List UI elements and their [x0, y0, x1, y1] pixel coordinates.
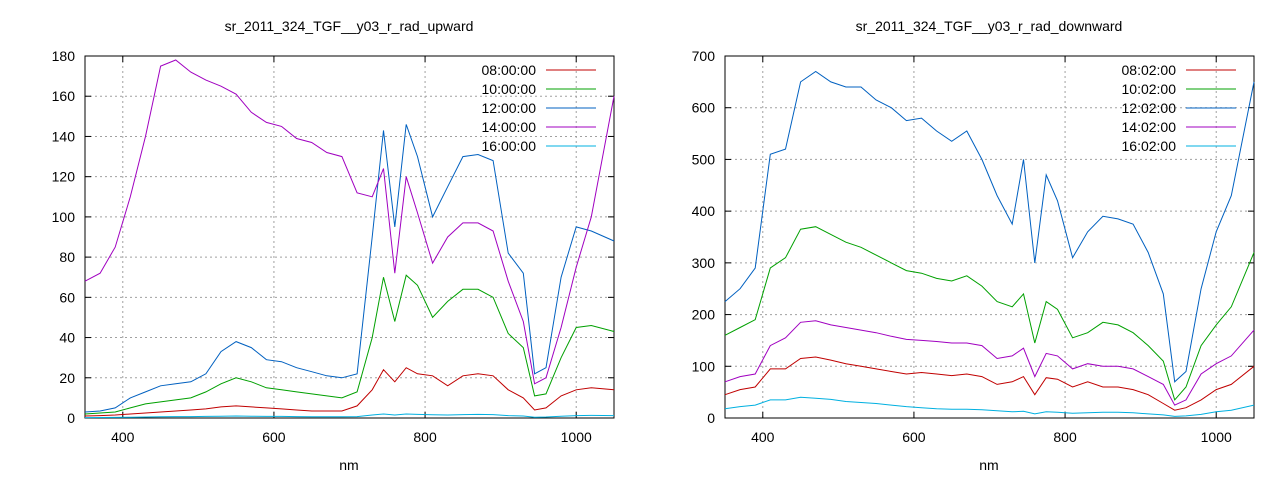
- x-tick-label: 800: [413, 429, 437, 445]
- chart-title: sr_2011_324_TGF__y03_r_rad_downward: [856, 18, 1123, 34]
- upward-radiance-chart: sr_2011_324_TGF__y03_r_rad_upward nm 400…: [52, 18, 615, 473]
- legend-label: 08:02:00: [1122, 62, 1177, 78]
- x-tick-label: 800: [1053, 429, 1077, 445]
- series-line-4: [724, 396, 1255, 417]
- y-tick-label: 400: [692, 203, 716, 219]
- y-tick-label: 500: [692, 151, 716, 167]
- plot-frame: [84, 55, 615, 419]
- legend-label: 10:00:00: [482, 81, 537, 97]
- x-tick-label: 600: [902, 429, 926, 445]
- series-line-0: [724, 356, 1255, 411]
- chart-title: sr_2011_324_TGF__y03_r_rad_upward: [225, 18, 474, 34]
- series-line-2: [724, 70, 1255, 383]
- y-tick-label: 100: [52, 209, 76, 225]
- legend-label: 08:00:00: [482, 62, 537, 78]
- legend-label: 14:02:00: [1122, 119, 1177, 135]
- legend-label: 10:02:00: [1122, 81, 1177, 97]
- series-line-1: [724, 226, 1255, 401]
- x-tick-label: 1000: [1201, 429, 1232, 445]
- x-tick-label: 400: [111, 429, 135, 445]
- series-line-2: [84, 124, 615, 413]
- y-tick-label: 120: [52, 169, 76, 185]
- x-axis-label: nm: [979, 457, 998, 473]
- legend-label: 12:02:00: [1122, 100, 1177, 116]
- y-tick-label: 180: [52, 48, 76, 64]
- legend-label: 16:00:00: [482, 138, 537, 154]
- y-tick-label: 160: [52, 88, 76, 104]
- plot-frame: [724, 55, 1255, 419]
- x-tick-label: 400: [751, 429, 775, 445]
- y-tick-label: 600: [692, 100, 716, 116]
- y-tick-label: 60: [59, 289, 75, 305]
- downward-radiance-chart: sr_2011_324_TGF__y03_r_rad_downward nm 4…: [692, 18, 1255, 473]
- y-tick-label: 20: [59, 370, 75, 386]
- series-line-1: [84, 274, 615, 415]
- legend-label: 12:00:00: [482, 100, 537, 116]
- y-tick-label: 200: [692, 307, 716, 323]
- legend-label: 14:00:00: [482, 119, 537, 135]
- series-line-3: [84, 59, 615, 385]
- y-tick-label: 40: [59, 330, 75, 346]
- y-tick-label: 300: [692, 255, 716, 271]
- y-tick-label: 0: [707, 410, 715, 426]
- x-tick-label: 1000: [561, 429, 592, 445]
- legend-label: 16:02:00: [1122, 138, 1177, 154]
- y-tick-label: 140: [52, 128, 76, 144]
- y-tick-label: 0: [67, 410, 75, 426]
- y-tick-label: 700: [692, 48, 716, 64]
- series-line-3: [724, 320, 1255, 406]
- y-tick-label: 100: [692, 358, 716, 374]
- series-line-0: [84, 367, 615, 417]
- y-tick-label: 80: [59, 249, 75, 265]
- x-tick-label: 600: [262, 429, 286, 445]
- series-line-4: [84, 413, 615, 419]
- x-axis-label: nm: [339, 457, 358, 473]
